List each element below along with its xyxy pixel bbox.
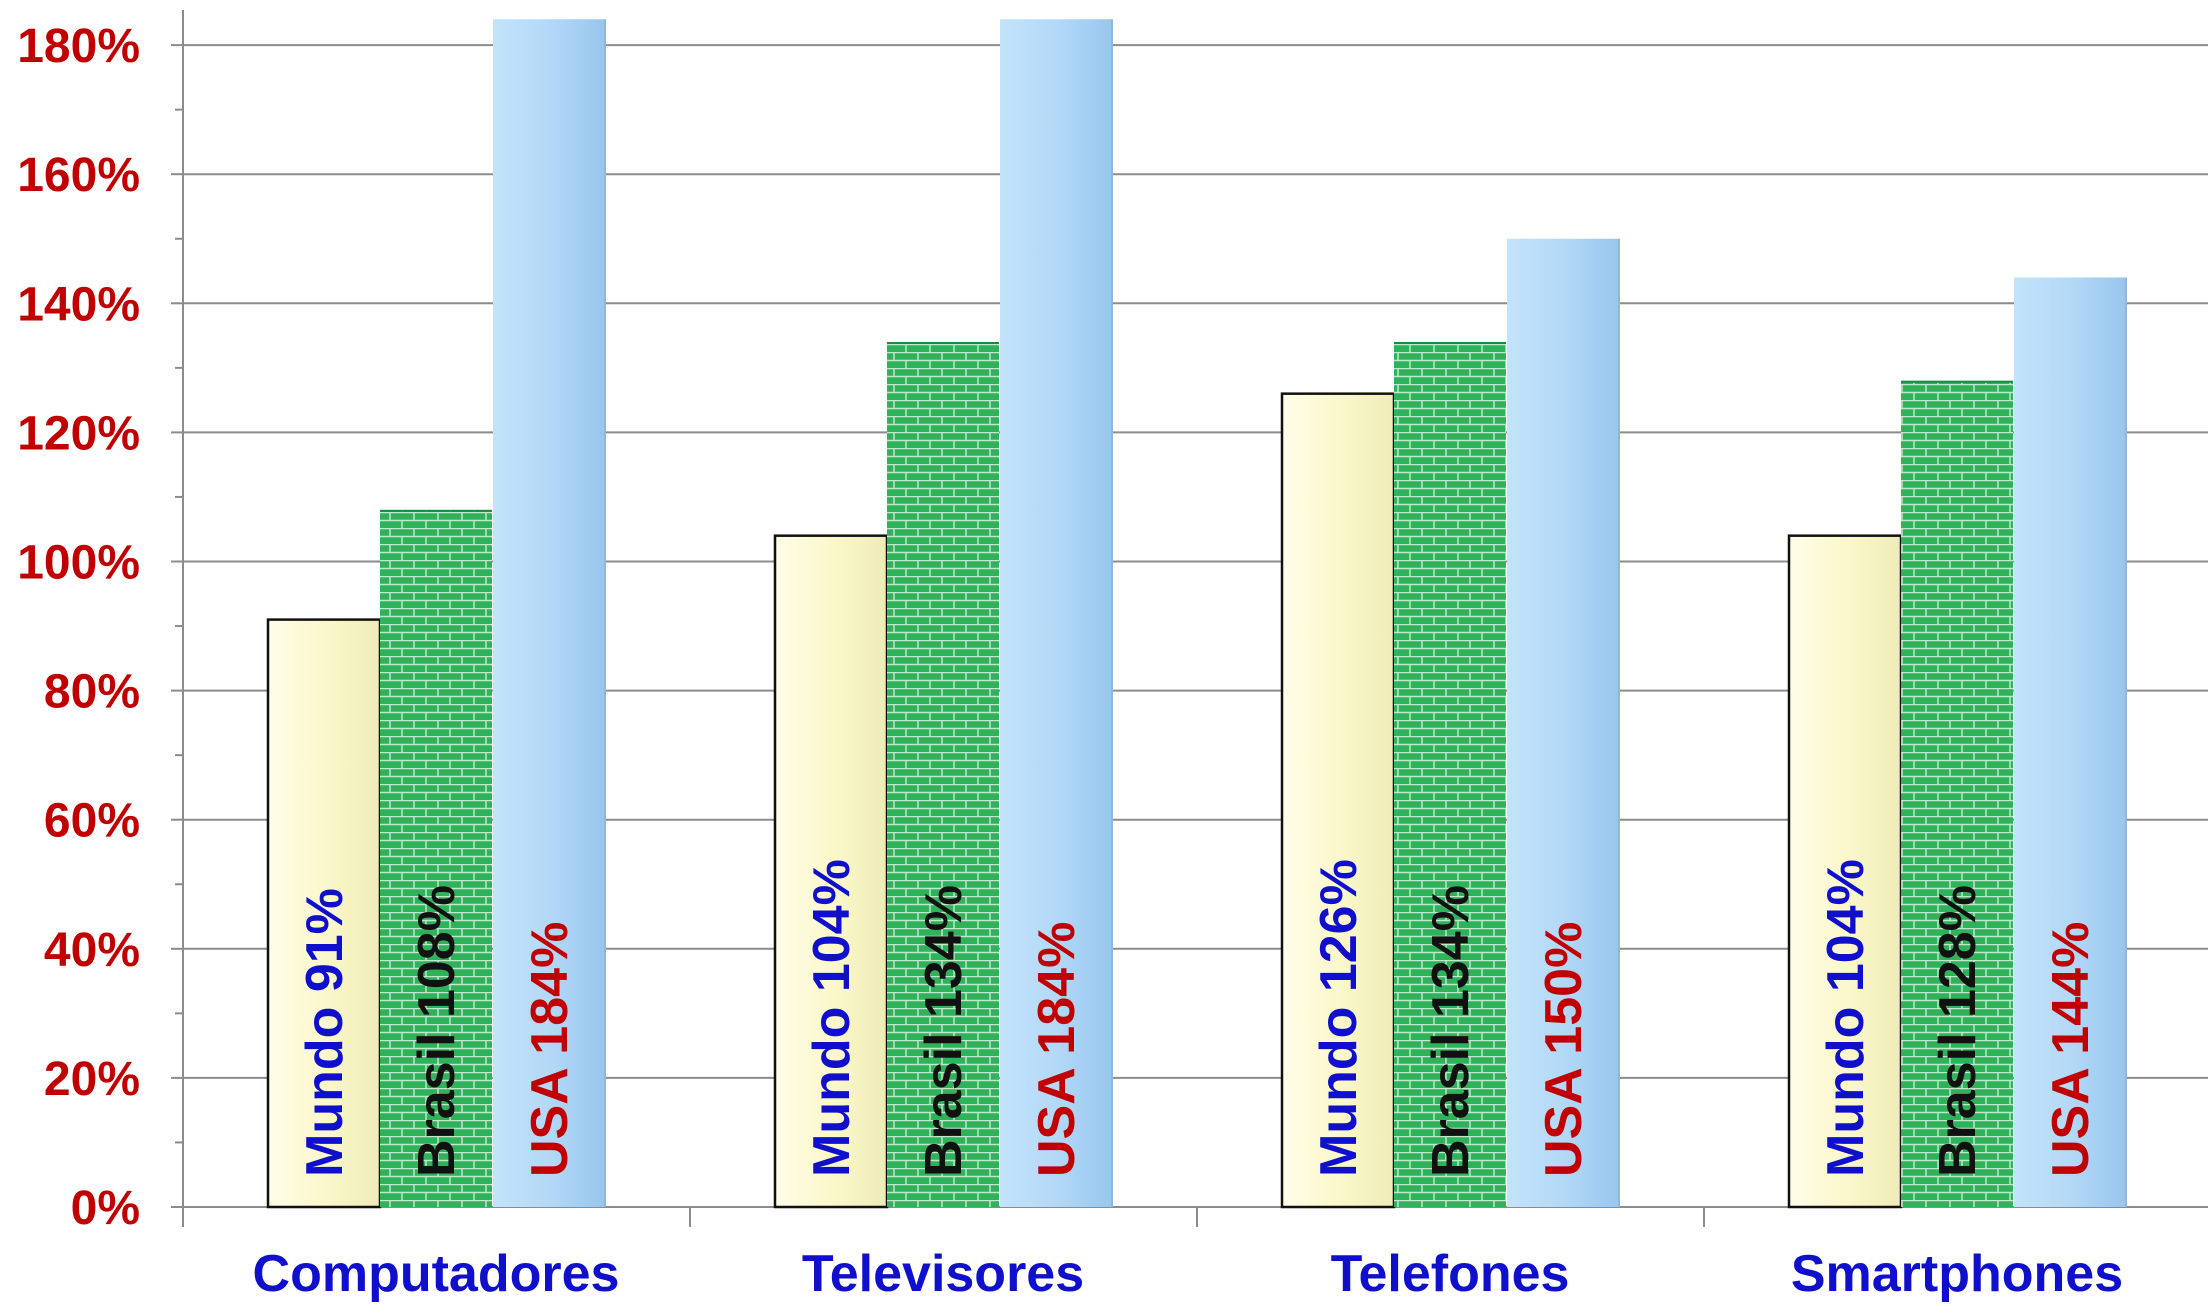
y-tick-label: 80% <box>44 666 140 719</box>
data-label-brasil-computadores: Brasil 108% <box>408 885 466 1177</box>
bar-usa-smartphones <box>2014 277 2126 1208</box>
y-tick-label: 100% <box>17 537 140 590</box>
data-label-usa-smartphones: USA 144% <box>2042 922 2100 1177</box>
y-tick-label: 120% <box>17 407 140 460</box>
x-category-label-smartphones: Smartphones <box>1791 1245 2123 1303</box>
data-label-mundo-smartphones: Mundo 104% <box>1817 859 1875 1177</box>
bar-mundo-computadores <box>266 618 382 1209</box>
data-label-usa-computadores: USA 184% <box>521 922 579 1177</box>
bars <box>266 19 2127 1209</box>
bar-brasil-telefones <box>1394 342 1506 1207</box>
data-labels: Mundo 91% Brasil 108% USA 184% Mundo 104% Br… <box>296 859 2100 1177</box>
y-tick-label: 0% <box>71 1182 140 1235</box>
y-tick-label: 40% <box>44 924 140 977</box>
bar-mundo-telefones <box>1280 392 1396 1209</box>
x-category-label-computadores: Computadores <box>253 1245 620 1303</box>
x-axis-category-labels: Computadores Televisores Telefones Smartpho… <box>253 1245 2124 1303</box>
y-tick-label: 20% <box>44 1053 140 1106</box>
data-label-mundo-computadores: Mundo 91% <box>296 888 354 1177</box>
x-category-label-telefones: Telefones <box>1331 1245 1570 1303</box>
data-label-brasil-telefones: Brasil 134% <box>1422 885 1480 1177</box>
data-label-mundo-televisores: Mundo 104% <box>803 859 861 1177</box>
data-label-usa-televisores: USA 184% <box>1028 922 1086 1177</box>
bar-brasil-computadores <box>380 509 492 1207</box>
bar-usa-computadores <box>493 19 605 1207</box>
bar-usa-televisores <box>1000 19 1112 1207</box>
data-label-brasil-smartphones: Brasil 128% <box>1929 885 1987 1177</box>
bar-usa-telefones <box>1507 238 1619 1207</box>
y-tick-label: 140% <box>17 278 140 331</box>
data-label-mundo-telefones: Mundo 126% <box>1310 859 1368 1177</box>
y-tick-label: 180% <box>17 20 140 73</box>
y-axis-tick-labels: 0% 20% 40% 60% 80% 100% 120% 140% 160% 180% <box>17 20 140 1235</box>
data-label-usa-telefones: USA 150% <box>1535 922 1593 1177</box>
bar-brasil-televisores <box>887 342 999 1207</box>
x-category-label-televisores: Televisores <box>802 1245 1084 1303</box>
bar-brasil-smartphones <box>1901 380 2013 1207</box>
bar-mundo-televisores <box>773 534 889 1209</box>
y-tick-label: 160% <box>17 149 140 202</box>
data-label-brasil-televisores: Brasil 134% <box>915 885 973 1177</box>
y-tick-label: 60% <box>44 795 140 848</box>
